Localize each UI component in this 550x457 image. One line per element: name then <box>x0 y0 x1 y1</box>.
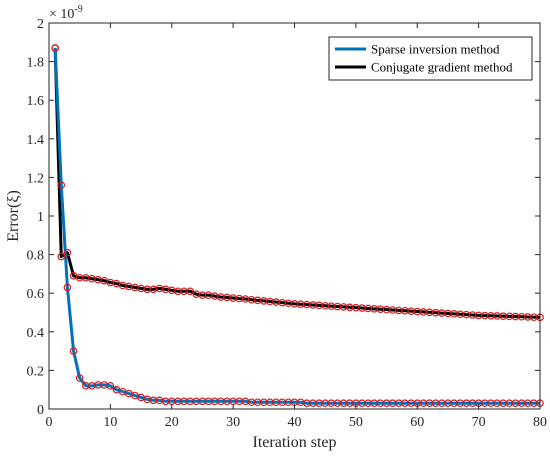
y-tick-label: 1 <box>37 210 44 225</box>
y-tick-label: 1.4 <box>27 133 45 148</box>
data-point-sparse-inversion <box>75 374 84 382</box>
y-tick-label: 0.6 <box>27 287 45 302</box>
legend-label-conjugate-gradient: Conjugate gradient method <box>371 60 513 75</box>
data-point-conjugate-gradient <box>63 248 72 257</box>
x-tick-label: 10 <box>103 415 117 430</box>
series-layer <box>51 44 544 408</box>
data-point-sparse-inversion <box>69 347 78 355</box>
y-tick-label: 0.8 <box>27 249 45 264</box>
data-point-sparse-inversion <box>51 44 59 52</box>
data-point-conjugate-gradient <box>186 287 194 296</box>
y-tick-label: 1.6 <box>27 94 45 109</box>
data-point-sparse-inversion <box>106 382 115 390</box>
y-axis-label: Error(ξ) <box>5 190 22 242</box>
y-tick-label: 0.4 <box>27 326 45 341</box>
ticks-layer: 0 10 20 30 40 50 60 70 80 0 0.2 0.4 0.6 0.8 1 1.2 1.4 1.6… <box>27 17 548 430</box>
y-tick-label: 1.8 <box>27 56 45 71</box>
x-tick-label: 20 <box>165 415 179 430</box>
x-tick-label: 0 <box>46 415 53 430</box>
x-tick-label: 50 <box>349 415 363 430</box>
y-tick-label: 0.2 <box>27 364 45 379</box>
data-point-sparse-inversion <box>63 283 72 292</box>
x-tick-label: 70 <box>472 415 486 430</box>
x-tick-label: 60 <box>410 415 424 430</box>
y-tick-label: 0 <box>37 403 44 418</box>
data-point-conjugate-gradient <box>57 252 66 261</box>
legend-box <box>328 36 533 81</box>
x-tick-label: 30 <box>226 415 240 430</box>
y-exponent-label: × 10-9 <box>49 4 83 22</box>
x-tick-label: 40 <box>288 415 302 430</box>
legend-label-sparse-inversion: Sparse inversion method <box>371 42 500 57</box>
x-tick-label: 80 <box>533 415 547 430</box>
legend: Sparse inversion method Conjugate gradie… <box>328 36 533 81</box>
y-tick-label: 1.2 <box>27 171 45 186</box>
x-axis-label: Iteration step <box>253 434 337 451</box>
data-point-sparse-inversion <box>57 181 66 189</box>
plot-area <box>49 23 540 409</box>
y-tick-label: 2 <box>37 17 44 32</box>
